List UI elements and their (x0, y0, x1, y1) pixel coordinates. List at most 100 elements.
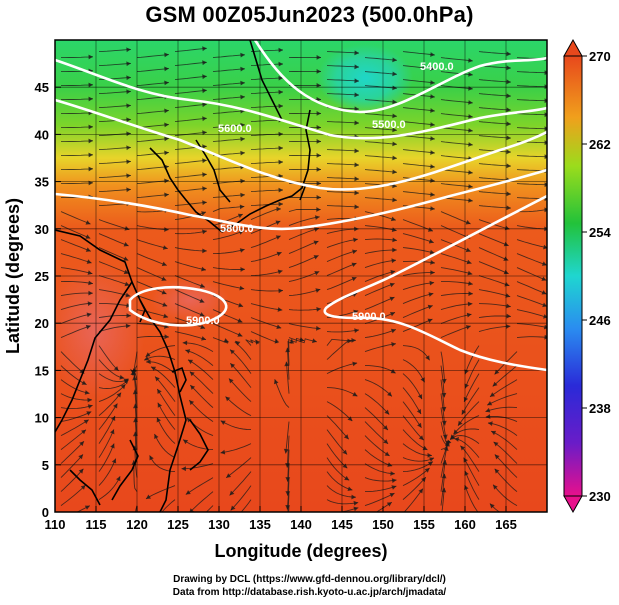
streamline-arrow (441, 473, 447, 479)
y-tick-label: 35 (35, 175, 49, 190)
streamline-arrow (132, 533, 137, 537)
streamline (364, 343, 396, 353)
streamline (326, 177, 360, 180)
streamline-arrow (146, 494, 151, 499)
streamline-arrow (164, 136, 169, 142)
streamline-arrow (240, 80, 245, 86)
streamline-arrow (487, 401, 493, 406)
streamline-arrow (83, 419, 89, 425)
streamline-arrow (392, 85, 397, 91)
colorbar-tick-label: 262 (589, 137, 611, 152)
streamline-arrow (123, 256, 129, 261)
colorbar: 270 262 254 246 238 230 (563, 38, 611, 514)
streamline-arrow (351, 338, 356, 343)
y-axis-title: Latitude (degrees) (3, 198, 23, 354)
gridlines (55, 40, 547, 512)
streamline (174, 317, 206, 329)
streamline (440, 351, 446, 384)
colorbar-tick-label: 246 (589, 313, 611, 328)
streamline (326, 93, 360, 96)
streamline (60, 484, 86, 506)
streamline (174, 201, 207, 207)
streamline (440, 267, 473, 275)
streamline (288, 337, 317, 344)
streamline-arrow (202, 60, 207, 66)
streamline (478, 303, 511, 308)
streamline-arrow (186, 417, 192, 423)
streamline-arrow (185, 349, 191, 354)
streamline (61, 154, 94, 157)
streamline (326, 149, 360, 152)
contour-label: 5900.0 (186, 315, 220, 327)
streamline-arrow (490, 392, 495, 397)
streamline-arrow (220, 420, 226, 425)
x-tick-label: 110 (45, 517, 66, 532)
streamline (402, 401, 422, 428)
streamline (60, 419, 89, 437)
streamline (326, 121, 360, 124)
streamline (60, 253, 92, 264)
streamline-arrow (494, 468, 500, 474)
streamline-arrow (354, 78, 359, 84)
streamline-arrow (87, 404, 93, 409)
streamline (174, 89, 207, 95)
streamline (136, 267, 167, 281)
streamline-arrow (255, 339, 260, 345)
streamline-arrow (493, 484, 498, 490)
streamline-arrow (116, 476, 121, 482)
streamline-arrow (84, 390, 90, 395)
streamline-arrow (430, 164, 435, 169)
streamline-arrow (119, 374, 125, 380)
streamline-arrow (161, 290, 167, 295)
streamline (61, 112, 94, 115)
streamline (326, 191, 360, 194)
streamline-arrow (126, 75, 131, 81)
streamline-arrow (164, 80, 169, 86)
streamline-arrow (312, 338, 317, 344)
streamline-arrow (183, 439, 189, 445)
streamline-arrow (460, 445, 466, 451)
streamline-arrow (126, 117, 131, 123)
streamline-arrow (132, 389, 138, 395)
streamline-arrow (392, 169, 397, 175)
streamline (402, 65, 435, 70)
streamline (212, 248, 245, 255)
streamline (60, 379, 90, 394)
geopotential-contours (55, 40, 547, 372)
streamline (225, 396, 252, 417)
streamline (464, 484, 479, 512)
streamline (402, 79, 435, 84)
streamline-arrow (299, 337, 305, 342)
streamline-arrow (132, 431, 138, 437)
streamline (174, 145, 207, 151)
streamline (288, 323, 321, 330)
streamline (288, 288, 321, 297)
streamline-arrow (78, 468, 84, 474)
streamline-arrow (430, 66, 435, 71)
streamline (364, 71, 397, 75)
streamline (440, 473, 446, 506)
streamline-arrow (126, 145, 131, 151)
streamline (136, 54, 169, 59)
streamline (402, 345, 430, 361)
streamline-arrow (392, 247, 397, 253)
streamline (250, 270, 283, 277)
streamline-arrow (238, 230, 244, 235)
streamline-arrow (418, 435, 424, 441)
streamline (174, 61, 207, 67)
streamline (402, 149, 435, 154)
streamline (270, 520, 289, 541)
contour-label: 5600.0 (218, 123, 252, 135)
streamline (136, 68, 169, 73)
streamline-arrow (126, 47, 131, 53)
streamline (145, 345, 176, 358)
streamline (98, 315, 131, 319)
streamline-arrow (235, 341, 241, 346)
streamline-arrow (352, 249, 357, 255)
streamline (492, 365, 518, 387)
streamline-arrow (506, 93, 511, 99)
streamline-arrow (113, 403, 118, 409)
streamline-arrow (164, 122, 169, 128)
streamline-arrow (354, 92, 359, 98)
streamline-arrow (541, 276, 547, 281)
